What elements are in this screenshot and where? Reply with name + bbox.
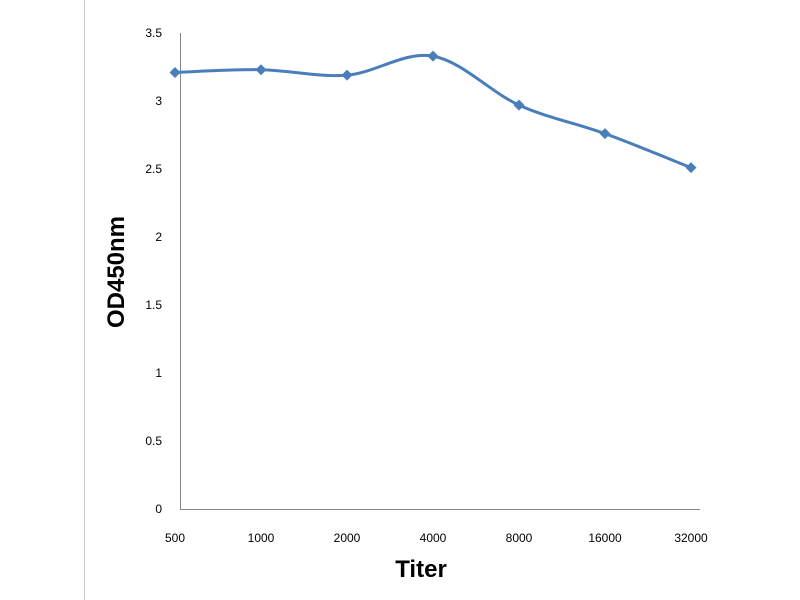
x-axis-title: Titer — [395, 556, 447, 583]
y-tick-label: 0 — [155, 502, 162, 516]
y-tick-label: 1.5 — [145, 298, 162, 312]
data-point-500 — [169, 66, 181, 78]
y-tick-label: 0.5 — [145, 434, 162, 448]
data-point-16000 — [599, 128, 611, 140]
x-tick-label: 1000 — [248, 531, 275, 545]
y-tick-label: 2 — [155, 230, 162, 244]
y-tick-label: 3 — [155, 94, 162, 108]
x-tick-label: 2000 — [334, 531, 361, 545]
data-point-2000 — [341, 69, 353, 81]
x-tick-label: 32000 — [674, 531, 708, 545]
x-tick-label: 4000 — [420, 531, 447, 545]
x-tick-labels: 500 1000 2000 4000 8000 16000 32000 — [165, 531, 708, 545]
y-tick-labels: 0 0.5 1 1.5 2 2.5 3 3.5 — [145, 26, 162, 516]
x-tick-label: 8000 — [506, 531, 533, 545]
x-tick-label: 16000 — [588, 531, 622, 545]
data-point-4000 — [427, 50, 439, 62]
data-point-8000 — [513, 99, 525, 111]
y-axis-title: OD450nm — [103, 216, 130, 328]
data-points — [169, 50, 697, 174]
data-point-1000 — [255, 64, 267, 76]
x-tick-label: 500 — [165, 531, 185, 545]
y-tick-label: 2.5 — [145, 162, 162, 176]
series-line — [173, 53, 693, 170]
data-point-32000 — [685, 162, 697, 174]
y-tick-label: 3.5 — [145, 26, 162, 40]
y-tick-label: 1 — [155, 366, 162, 380]
